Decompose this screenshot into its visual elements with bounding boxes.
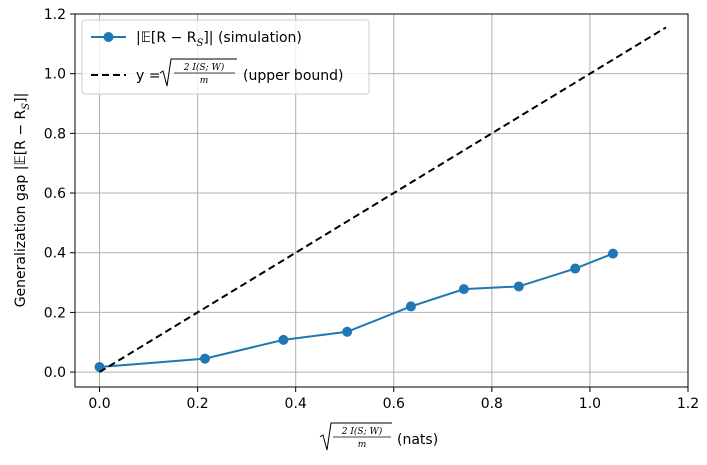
- y-tick-label: 0.4: [44, 246, 66, 262]
- y-tick-label: 0.6: [44, 186, 66, 202]
- axes-frame: [74, 13, 689, 388]
- legend-label-simulation: |𝔼[R − RS]| (simulation): [136, 30, 302, 49]
- series-point: [607, 248, 618, 259]
- series-point: [458, 284, 469, 295]
- x-tick-label: 1.0: [579, 396, 601, 412]
- xlabel-unit: (nats): [397, 432, 438, 448]
- series-point: [342, 326, 353, 337]
- legend: |𝔼[R − RS]| (simulation) y = 2 I(S; W) m…: [81, 19, 370, 95]
- y-tick-label: 0.2: [44, 305, 66, 321]
- xlabel-sqrt-sign: [319, 422, 392, 451]
- legend-box: [81, 19, 370, 95]
- series-point: [199, 353, 210, 364]
- y-tick-label: 0.8: [44, 126, 66, 142]
- legend-marker-simulation: [103, 32, 114, 42]
- legend-sqrt-sign: [159, 58, 237, 87]
- legend-bound-end: (upper bound): [243, 68, 343, 84]
- ylabel-end: ]|: [13, 93, 29, 103]
- xlabel-frac-numerator: 2 I(S; W): [341, 426, 383, 437]
- y-tick-label: 0.0: [44, 365, 66, 381]
- series-line-1: [99, 26, 667, 373]
- y-tick-label: 1.0: [44, 67, 66, 83]
- legend-bound-main: y =: [136, 68, 160, 84]
- series-point: [513, 281, 524, 292]
- series-layer: [94, 26, 667, 373]
- series-point: [570, 263, 581, 274]
- y-axis-label: Generalization gap |𝔼[R − RS]|: [13, 93, 32, 308]
- x-axis-label: 2 I(S; W) m (nats): [319, 422, 438, 451]
- x-tick-label: 0.8: [481, 396, 503, 412]
- series-point: [278, 334, 289, 345]
- x-tick-label: 0.6: [383, 396, 405, 412]
- legend-frac-denominator: m: [200, 76, 209, 86]
- legend-simulation-end: ]| (simulation): [203, 30, 302, 46]
- series-point: [405, 301, 416, 312]
- xlabel-frac-denominator: m: [358, 440, 367, 450]
- x-tick-label: 0.4: [285, 396, 307, 412]
- ticks: 0.0 0.2 0.4 0.6 0.8 1.0 1.2 0.0 0.2 0.4 0.6 0.8 1.0 1…: [44, 7, 699, 412]
- x-tick-label: 0.0: [88, 396, 110, 412]
- x-tick-label: 0.2: [186, 396, 208, 412]
- legend-simulation-main: |𝔼[R − R: [136, 30, 197, 46]
- y-tick-label: 1.2: [44, 7, 66, 23]
- series-line-0: [99, 252, 614, 369]
- legend-frac-numerator: 2 I(S; W): [183, 62, 225, 73]
- ylabel-sub: S: [21, 103, 32, 110]
- ylabel-main: Generalization gap |𝔼[R − R: [13, 109, 29, 307]
- legend-simulation-sub: S: [196, 38, 203, 49]
- x-tick-label: 1.2: [677, 396, 699, 412]
